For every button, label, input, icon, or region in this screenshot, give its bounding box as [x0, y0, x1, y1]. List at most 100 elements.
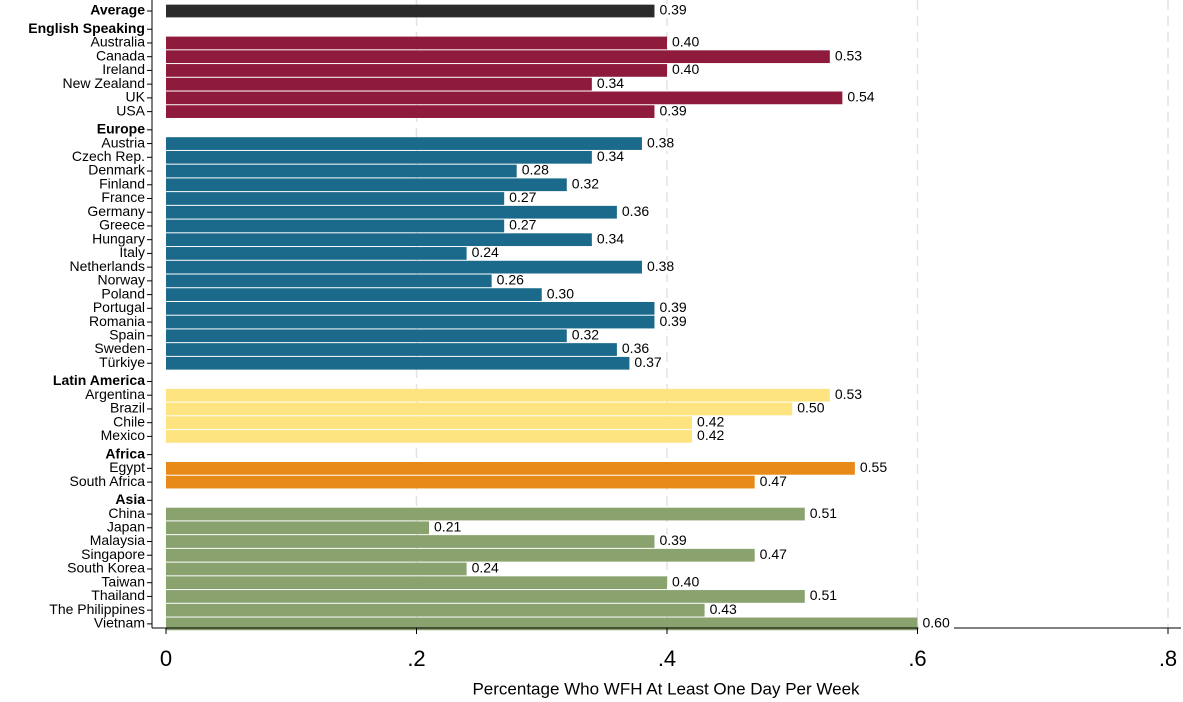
- value-label: 0.39: [659, 532, 686, 548]
- value-label: 0.40: [672, 34, 699, 50]
- bar: [166, 4, 655, 18]
- value-label-bg: [693, 415, 729, 430]
- category-label: Vietnam: [94, 615, 145, 631]
- value-label-bg: [693, 429, 729, 444]
- value-label-bg: [793, 401, 829, 416]
- value-label-bg: [592, 232, 629, 247]
- value-label: 0.30: [547, 285, 574, 301]
- value-label-bg: [655, 315, 691, 330]
- category-label: Türkiye: [99, 354, 145, 370]
- category-label: Singapore: [81, 546, 145, 562]
- value-label: 0.37: [634, 354, 661, 370]
- category-label: Finland: [99, 175, 145, 191]
- value-label: 0.51: [810, 505, 837, 521]
- value-label-bg: [617, 205, 654, 220]
- x-tick-label: .8: [1159, 646, 1177, 671]
- value-label-bg: [805, 589, 842, 604]
- value-label-bg: [655, 301, 691, 316]
- category-label: English Speaking: [28, 20, 145, 36]
- value-label-bg: [705, 603, 742, 618]
- bar: [166, 475, 755, 489]
- bar: [166, 388, 830, 402]
- bar: [166, 247, 467, 260]
- value-label-bg: [755, 548, 792, 563]
- value-label-bg: [592, 77, 629, 92]
- value-label: 0.40: [672, 573, 699, 589]
- x-tick-label: .4: [658, 646, 676, 671]
- value-label: 0.40: [672, 61, 699, 77]
- value-label: 0.53: [835, 386, 862, 402]
- value-label-bg: [805, 507, 842, 522]
- value-label: 0.34: [597, 230, 624, 246]
- category-label: Average: [90, 2, 145, 18]
- value-label-bg: [492, 273, 529, 288]
- bar: [166, 64, 667, 77]
- bar: [166, 150, 592, 164]
- bars: [166, 4, 918, 631]
- value-label-bg: [655, 534, 691, 549]
- category-label: Denmark: [88, 162, 146, 178]
- bar: [166, 50, 830, 64]
- value-label: 0.21: [434, 518, 461, 534]
- bar: [166, 205, 617, 219]
- category-label: Czech Rep.: [72, 148, 145, 164]
- bar: [166, 507, 805, 521]
- value-label: 0.36: [622, 340, 649, 356]
- bar: [166, 36, 667, 50]
- category-label: Malaysia: [90, 532, 145, 548]
- category-label: New Zealand: [63, 75, 146, 91]
- category-label: Europe: [97, 121, 145, 137]
- value-label: 0.27: [509, 217, 536, 233]
- bar: [166, 288, 542, 301]
- bar: [166, 77, 592, 91]
- bar: [166, 416, 693, 430]
- category-label: Australia: [91, 34, 146, 50]
- category-label: Thailand: [91, 587, 145, 603]
- category-label: Argentina: [85, 386, 145, 402]
- category-label: Latin America: [53, 372, 145, 388]
- bar: [166, 105, 655, 118]
- bar: [166, 590, 805, 603]
- x-tick-label: 0: [160, 646, 172, 671]
- category-label: Ireland: [102, 61, 145, 77]
- category-label: Spain: [109, 326, 145, 342]
- x-tick-label: .2: [407, 646, 425, 671]
- value-label-bg: [642, 136, 679, 151]
- bar: [166, 260, 642, 274]
- value-label: 0.36: [622, 203, 649, 219]
- value-label-bg: [467, 246, 504, 261]
- value-label: 0.34: [597, 75, 624, 91]
- category-label: Africa: [105, 445, 145, 461]
- bar: [166, 192, 505, 205]
- value-label: 0.47: [760, 546, 787, 562]
- bar: [166, 521, 430, 535]
- value-label: 0.34: [597, 148, 624, 164]
- value-label-bg: [668, 35, 704, 50]
- bar: [166, 178, 567, 192]
- category-label: Norway: [98, 272, 145, 288]
- value-label: 0.26: [497, 272, 524, 288]
- x-axis-label: Percentage Who WFH At Least One Day Per …: [472, 679, 860, 698]
- bar: [166, 430, 693, 443]
- value-label-bg: [755, 475, 792, 490]
- category-label: Asia: [115, 491, 145, 507]
- category-label: Chile: [113, 413, 145, 429]
- value-label: 0.50: [797, 400, 824, 416]
- value-label: 0.38: [647, 258, 674, 274]
- value-label-bg: [505, 191, 541, 206]
- category-label: UK: [126, 89, 146, 105]
- x-tick-label: .6: [908, 646, 926, 671]
- value-label: 0.39: [659, 299, 686, 315]
- bar: [166, 91, 843, 105]
- value-label-bg: [592, 150, 629, 165]
- value-label: 0.42: [697, 413, 724, 429]
- bar: [166, 343, 617, 356]
- value-label-bg: [617, 342, 654, 357]
- category-label: Portugal: [93, 299, 145, 315]
- value-label-bg: [668, 575, 704, 590]
- value-label-bg: [467, 561, 504, 576]
- category-label: Romania: [89, 313, 145, 329]
- value-label: 0.39: [659, 313, 686, 329]
- value-label: 0.39: [659, 102, 686, 118]
